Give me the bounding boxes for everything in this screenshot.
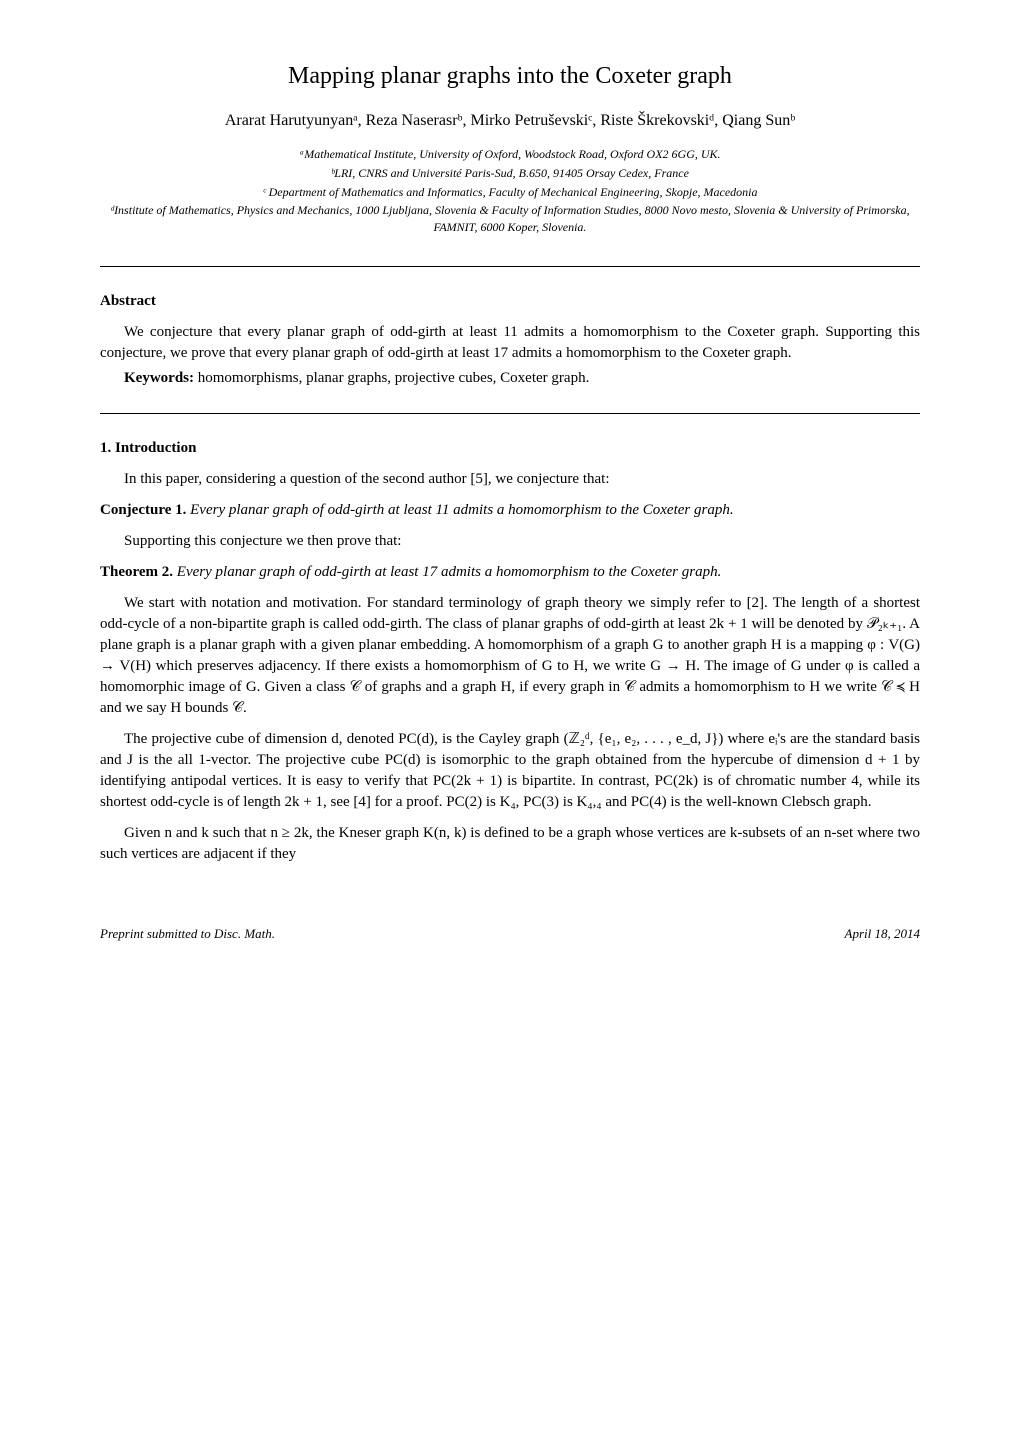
abstract-heading: Abstract xyxy=(100,291,920,312)
divider-bottom xyxy=(100,413,920,414)
page-footer: Preprint submitted to Disc. Math. April … xyxy=(100,925,920,943)
divider-top xyxy=(100,266,920,267)
affiliations-block: ᵃMathematical Institute, University of O… xyxy=(100,146,920,236)
section-1-heading: 1. Introduction xyxy=(100,438,920,459)
theorem-2: Theorem 2. Every planar graph of odd-gir… xyxy=(100,562,920,583)
affiliation-d: ᵈInstitute of Mathematics, Physics and M… xyxy=(100,202,920,236)
authors-line: Ararat Harutyunyanᵃ, Reza Naserasrᵇ, Mir… xyxy=(100,110,920,132)
keywords-line: Keywords: homomorphisms, planar graphs, … xyxy=(100,368,920,389)
notation-paragraph: We start with notation and motivation. F… xyxy=(100,593,920,719)
kneser-paragraph: Given n and k such that n ≥ 2k, the Knes… xyxy=(100,823,920,865)
paper-title: Mapping planar graphs into the Coxeter g… xyxy=(100,60,920,94)
affiliation-a: ᵃMathematical Institute, University of O… xyxy=(100,146,920,163)
supporting-paragraph: Supporting this conjecture we then prove… xyxy=(100,531,920,552)
conjecture-1: Conjecture 1. Every planar graph of odd-… xyxy=(100,500,920,521)
footer-left: Preprint submitted to Disc. Math. xyxy=(100,925,275,943)
keywords-text: homomorphisms, planar graphs, projective… xyxy=(194,370,589,386)
conjecture-body: Every planar graph of odd-girth at least… xyxy=(186,502,733,518)
theorem-body: Every planar graph of odd-girth at least… xyxy=(173,564,721,580)
affiliation-c: ᶜ Department of Mathematics and Informat… xyxy=(100,184,920,201)
affiliation-b: ᵇLRI, CNRS and Université Paris-Sud, B.6… xyxy=(100,165,920,182)
intro-paragraph: In this paper, considering a question of… xyxy=(100,469,920,490)
footer-right: April 18, 2014 xyxy=(845,925,920,943)
conjecture-label: Conjecture 1. xyxy=(100,502,186,518)
theorem-label: Theorem 2. xyxy=(100,564,173,580)
abstract-paragraph: We conjecture that every planar graph of… xyxy=(100,322,920,364)
keywords-label: Keywords: xyxy=(124,370,194,386)
projective-cube-paragraph: The projective cube of dimension d, deno… xyxy=(100,729,920,813)
